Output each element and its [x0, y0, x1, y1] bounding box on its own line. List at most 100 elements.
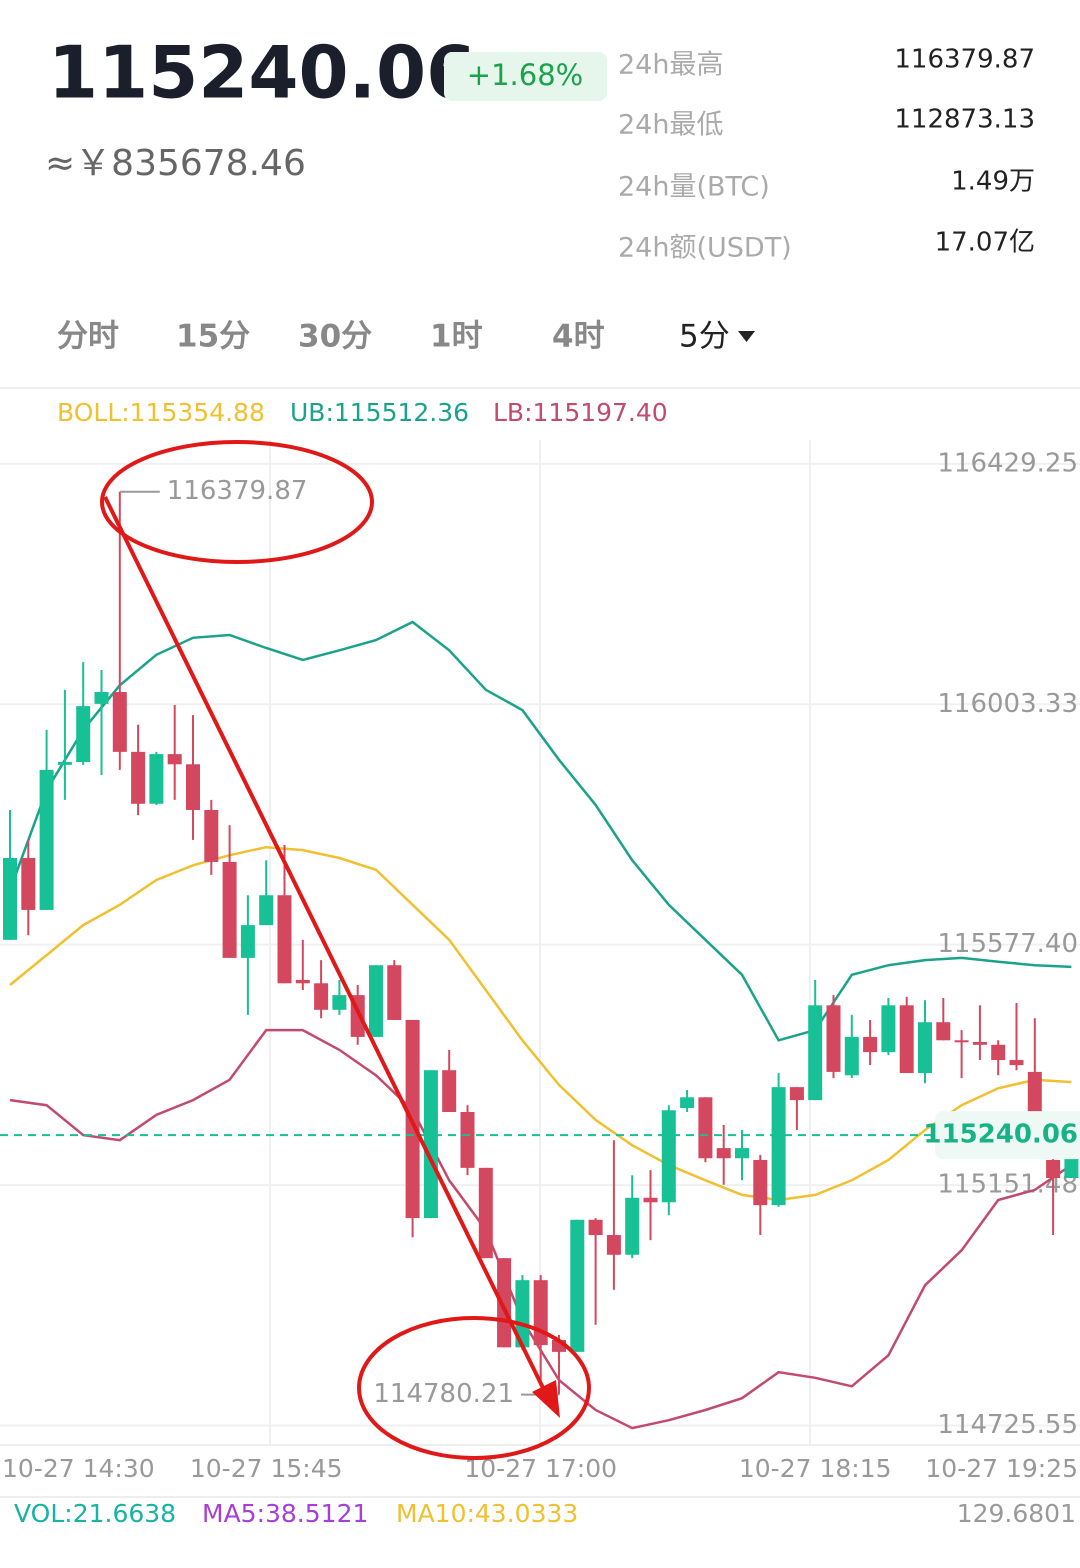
- y-tick-label: 115577.40: [937, 929, 1078, 959]
- stat-value: 112873.13: [894, 105, 1035, 135]
- candle-body: [204, 809, 219, 862]
- dropdown-icon[interactable]: [738, 331, 755, 342]
- current-price-tag: [935, 1111, 1080, 1160]
- timeframe-tab[interactable]: 分时: [57, 319, 119, 355]
- stat-label: 24h最低: [618, 110, 723, 141]
- high-label: 116379.87: [167, 476, 308, 506]
- candle-body: [515, 1280, 530, 1348]
- low-label: 114780.21: [373, 1379, 514, 1409]
- candle-body: [478, 1167, 493, 1259]
- arrow-head: [532, 1380, 560, 1418]
- volume-label: MA10:43.0333: [396, 1499, 578, 1528]
- indicator-label: UB:115512.36: [290, 398, 469, 427]
- candle-body: [570, 1219, 585, 1352]
- last-price: 115240.06: [48, 31, 476, 115]
- candle-body: [57, 762, 72, 765]
- timeframe-tab[interactable]: 1时: [430, 319, 483, 355]
- candle-body: [259, 895, 274, 926]
- candle-body: [21, 857, 36, 910]
- highlight-circle: [100, 440, 374, 564]
- x-tick-label: 10-27 14:30: [2, 1454, 155, 1483]
- candle-body: [149, 754, 164, 804]
- candle-body: [606, 1235, 621, 1255]
- candle-body: [112, 692, 127, 752]
- candle-body: [844, 1036, 859, 1076]
- candle-body: [954, 1040, 969, 1043]
- candle-body: [94, 692, 109, 704]
- candle-body: [918, 1022, 932, 1074]
- highlight-circle: [357, 1316, 591, 1460]
- candle-body: [423, 1070, 438, 1219]
- candle-body: [991, 1044, 1006, 1061]
- candle-body: [39, 769, 54, 910]
- stat-value: 116379.87: [894, 45, 1035, 75]
- candle-body: [369, 965, 383, 1037]
- cny-price: ≈￥835678.46: [45, 143, 306, 184]
- boll-line: [9, 845, 1072, 1202]
- candle-body: [808, 1005, 823, 1101]
- stat-label: 24h额(USDT): [618, 233, 792, 264]
- candle-body: [753, 1159, 768, 1206]
- candle-body: [716, 1148, 731, 1159]
- y-tick-label: 116429.25: [937, 448, 1078, 478]
- candle-body: [625, 1197, 640, 1255]
- volume-label: MA5:38.5121: [202, 1499, 368, 1528]
- volume-label: VOL:21.6638: [14, 1499, 176, 1528]
- candle-body: [240, 925, 255, 958]
- candle-body: [277, 895, 292, 984]
- candle-body: [826, 1005, 841, 1072]
- candle-body: [442, 1070, 457, 1112]
- candle-body: [899, 1005, 914, 1074]
- trend-arrow: [103, 496, 550, 1399]
- stat-label: 24h量(BTC): [618, 172, 770, 203]
- timeframe-tab[interactable]: 4时: [552, 319, 605, 355]
- stat-value: 1.49万: [951, 167, 1035, 197]
- change-badge: [444, 52, 607, 101]
- candle-body: [131, 751, 146, 804]
- timeframe-tab[interactable]: 5分: [679, 319, 730, 355]
- candle-body: [680, 1097, 695, 1109]
- candle-body: [881, 1005, 896, 1053]
- change: +1.68%: [467, 58, 583, 92]
- candle-body: [295, 979, 310, 984]
- x-tick-label: 10-27 15:45: [190, 1454, 343, 1483]
- candle-body: [167, 754, 182, 765]
- boll-line: [8, 620, 1072, 1042]
- volume-axis-label: 129.6801: [957, 1499, 1076, 1528]
- candle-body: [3, 857, 17, 940]
- candle-body: [552, 1340, 566, 1352]
- stat-label: 24h最高: [618, 50, 723, 81]
- candle-body: [588, 1219, 603, 1236]
- candle-body: [387, 965, 402, 1020]
- y-tick-label: 114725.55: [937, 1410, 1078, 1440]
- indicator-label: LB:115197.40: [493, 398, 668, 427]
- timeframe-tab[interactable]: 15分: [176, 319, 250, 355]
- candle-body: [1027, 1071, 1042, 1114]
- timeframe-tab[interactable]: 30分: [298, 319, 372, 355]
- x-tick-label: 10-27 18:15: [739, 1454, 892, 1483]
- candle-body: [643, 1197, 658, 1203]
- x-tick-label: 10-27 19:25: [925, 1454, 1078, 1483]
- candle-body: [497, 1258, 512, 1348]
- candle-body: [698, 1097, 713, 1159]
- stat-value: 17.07亿: [935, 228, 1035, 258]
- y-tick-label: 116003.33: [937, 689, 1078, 719]
- candle-body: [972, 1041, 987, 1045]
- candle-body: [661, 1110, 676, 1203]
- candle-body: [314, 983, 329, 1010]
- indicator-label: BOLL:115354.88: [57, 398, 265, 427]
- candle-body: [936, 1022, 951, 1041]
- current-price-label: 115240.06: [923, 1120, 1078, 1150]
- candle-body: [863, 1036, 878, 1053]
- candle-body: [76, 706, 91, 763]
- candle-body: [460, 1111, 475, 1168]
- candle-body: [1046, 1159, 1061, 1179]
- candle-body: [186, 764, 200, 810]
- candle-body: [789, 1087, 804, 1101]
- candle-body: [1009, 1060, 1024, 1066]
- candle-body: [771, 1087, 786, 1206]
- candle-body: [222, 861, 237, 958]
- candle-body: [735, 1148, 749, 1159]
